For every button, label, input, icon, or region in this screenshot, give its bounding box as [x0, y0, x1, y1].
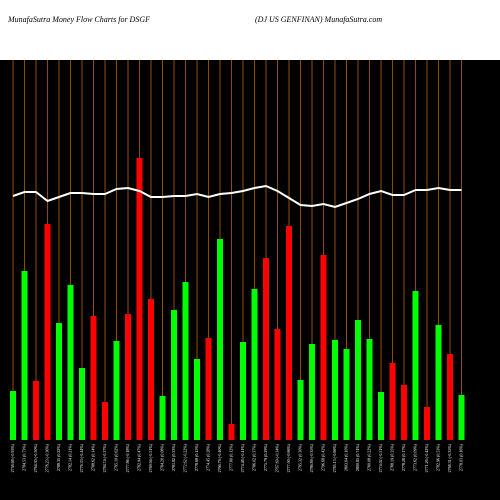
bar — [125, 314, 131, 440]
bar — [194, 359, 200, 440]
x-tick-label: 2788.62 (0.14%) — [90, 443, 95, 471]
x-tick-label: 2764.30 (-0.50%) — [33, 443, 38, 472]
x-tick-label: 2774.48 (-0.41%) — [240, 443, 245, 472]
bar — [309, 344, 315, 440]
x-tick-label: 2777.86 (-0.18%) — [125, 443, 130, 472]
bar — [378, 392, 384, 440]
bar — [366, 339, 373, 440]
bar — [67, 285, 74, 440]
x-tick-label: 2786.02 (0.37%) — [251, 443, 256, 471]
x-tick-label: 2778.03 (0.16%) — [458, 443, 463, 471]
x-tick-label: 2782.94 (0.47%) — [136, 443, 141, 471]
x-tick-label: 2777.00 (-0.66%) — [286, 443, 291, 472]
x-tick-label: 2782.96 (0.53%) — [435, 443, 440, 471]
bar — [56, 323, 62, 440]
x-tick-label: 2771.26 (-0.42%) — [424, 443, 429, 472]
x-tick-label: 2772.62 (-0.22%) — [182, 443, 187, 472]
bar — [458, 395, 465, 440]
bar — [171, 310, 177, 440]
bar — [401, 385, 407, 440]
bar — [320, 255, 327, 440]
x-tick-label: 2803.64 (0.10%) — [343, 443, 348, 471]
x-tick-label: 2782.14 (0.21%) — [67, 443, 72, 471]
x-tick-label: 2785.13 (-0.66%) — [332, 443, 337, 472]
bar — [21, 271, 28, 440]
bar — [274, 329, 281, 440]
bar — [217, 239, 223, 440]
x-tick-label: 2795.32 (0.30%) — [297, 443, 302, 471]
bar — [102, 402, 108, 440]
price-line — [12, 184, 462, 209]
x-tick-label: 2784.20 (0.08%) — [159, 443, 164, 471]
bar — [389, 363, 396, 440]
x-tick-label: 2784.74 (-0.37%) — [102, 443, 107, 472]
bar — [263, 258, 269, 440]
x-tick-label: 2778.23 (-0.36%) — [44, 443, 49, 472]
x-tick-label: 2796.68 (0.42%) — [320, 443, 325, 471]
bar — [251, 289, 258, 440]
bar — [228, 424, 235, 440]
bar — [355, 320, 361, 440]
x-tick-label: 2776.33 (-0.44%) — [79, 443, 84, 472]
x-tick-label: 2769.94 (-0.51%) — [148, 443, 153, 472]
x-tick-label: 2784.53 (0.73%) — [21, 443, 26, 471]
bar — [424, 407, 430, 440]
x-tick-label: 2788.19 (0.35%) — [389, 443, 394, 471]
x-tick-label: 2781.82 (0.33%) — [171, 443, 176, 471]
bar — [286, 226, 292, 440]
x-tick-label: 2780.08 (0.22%) — [366, 443, 371, 471]
chart-subtitle: (DJ US GENFINAN) MunafaSutra.com — [255, 15, 382, 24]
bar — [79, 368, 85, 440]
bar — [343, 349, 350, 440]
chart-title: MunafaSutra Money Flow Charts for DSGF — [7, 15, 150, 24]
bar — [148, 299, 154, 440]
bar — [435, 325, 442, 440]
x-tick-label: 2788.35 (0.22%) — [56, 443, 61, 471]
x-tick-label: 2774.02 (-0.51%) — [378, 443, 383, 472]
bar — [240, 342, 246, 440]
x-tick-label: 2768.31 (-0.35%) — [447, 443, 452, 472]
bar — [332, 340, 338, 440]
bar — [113, 341, 120, 440]
x-tick-label: 2774.45 (0.28%) — [205, 443, 210, 471]
bar — [33, 381, 39, 440]
x-tick-label: 2795.10 (0.62%) — [113, 443, 118, 471]
x-tick-label: 2758.68 (-0.93%) — [10, 443, 15, 472]
bar — [90, 316, 97, 440]
x-tick-label: 2773.62 (0.09%) — [412, 443, 417, 471]
x-tick-label: 2777.80 (0.12%) — [228, 443, 233, 471]
x-tick-label: 2778.28 (0.17%) — [401, 443, 406, 471]
x-tick-label: 2767.69 (-0.34%) — [274, 443, 279, 472]
bar — [136, 158, 143, 440]
x-tick-label: 2778.68 (0.15%) — [194, 443, 199, 471]
bar — [412, 291, 419, 440]
bar — [159, 396, 166, 440]
bar — [297, 380, 304, 440]
bar — [447, 354, 453, 440]
x-tick-label: 2766.79 (-0.40%) — [217, 443, 222, 472]
x-tick-label: 2786.89 (-0.35%) — [309, 443, 314, 472]
bar — [182, 282, 189, 440]
bar — [10, 391, 16, 440]
bar — [205, 338, 212, 440]
x-tick-label: 2800.85 (0.74%) — [355, 443, 360, 471]
x-tick-label: 2775.79 (0.29%) — [263, 443, 268, 471]
bar — [44, 224, 51, 440]
